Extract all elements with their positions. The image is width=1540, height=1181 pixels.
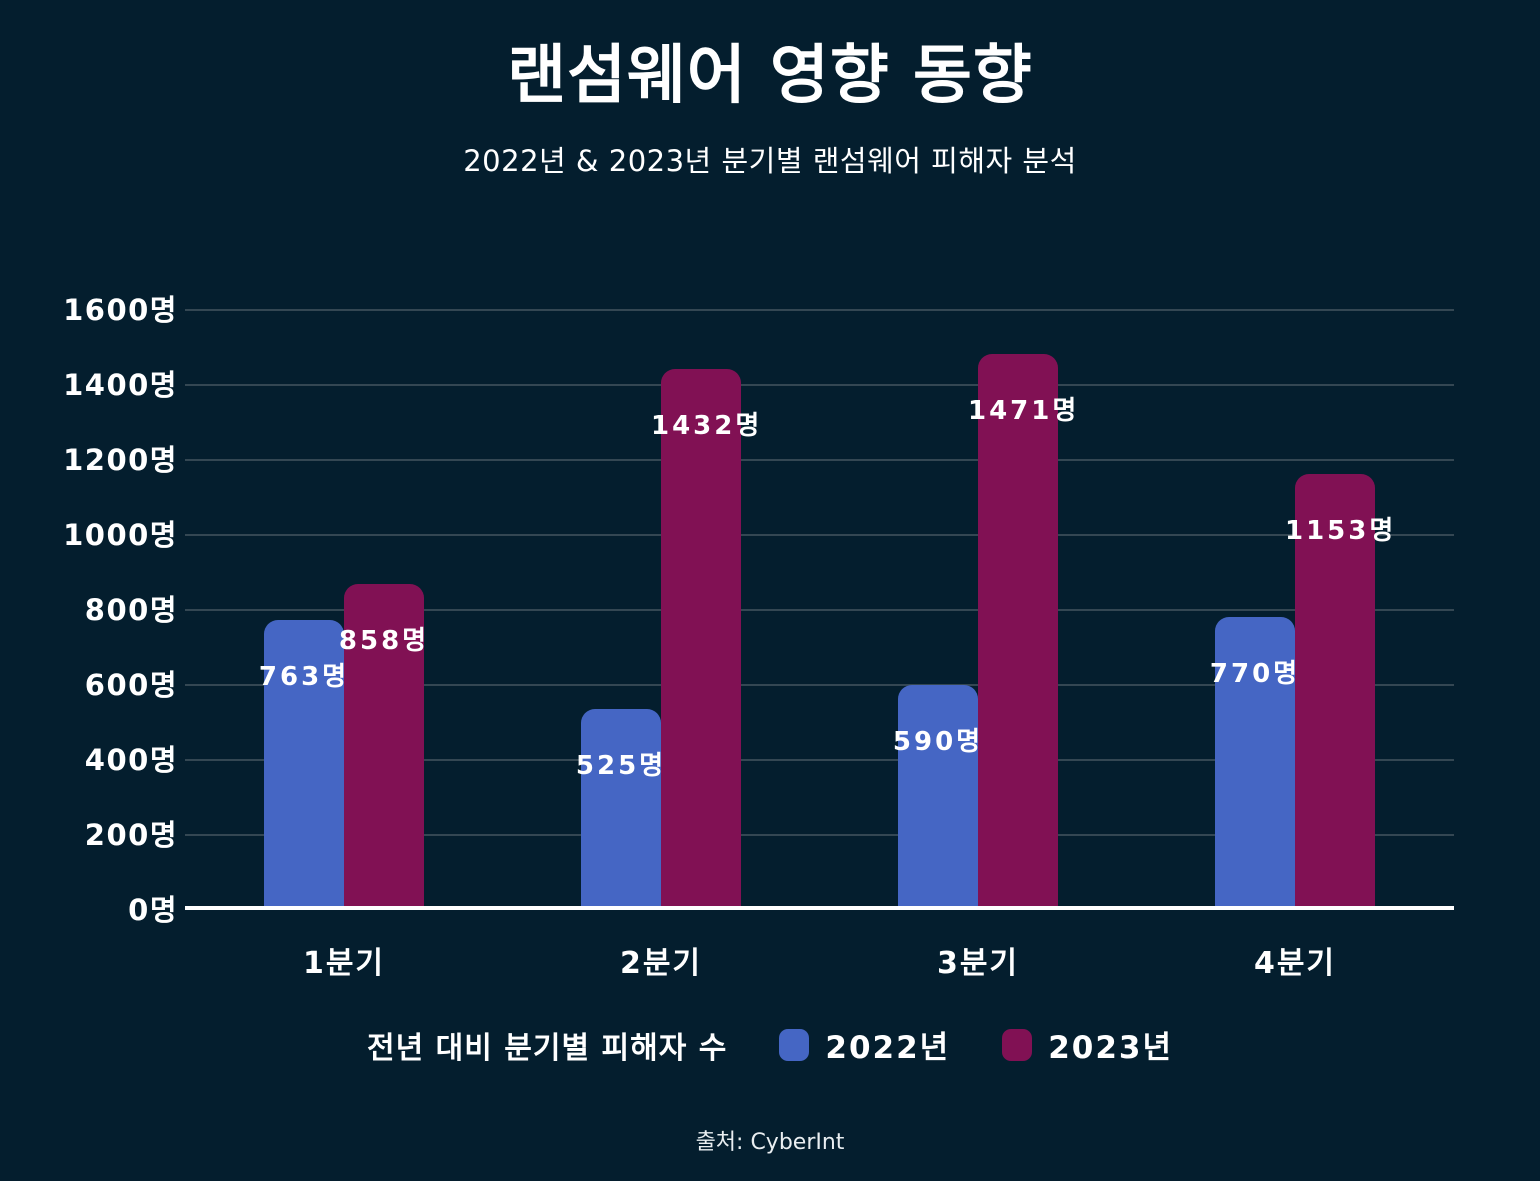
legend-item-2023: 2023년 bbox=[1002, 1022, 1173, 1067]
y-axis-tick: 1400명 bbox=[63, 368, 178, 402]
x-axis-line bbox=[185, 906, 1454, 910]
bar-value-label: 1432명 bbox=[651, 411, 763, 441]
y-axis-tick: 800명 bbox=[84, 593, 178, 627]
bar-2022-q2: 525명 bbox=[576, 709, 663, 906]
legend-item-2022-label: 2022년 bbox=[825, 1030, 951, 1066]
legend-label: 전년 대비 분기별 피해자 수 bbox=[366, 1030, 728, 1066]
bar-2023-q3: 1471명 bbox=[968, 354, 1076, 906]
bar-value-label: 1471명 bbox=[968, 396, 1080, 426]
y-axis-tick: 600명 bbox=[84, 668, 178, 702]
bar-2023-q2: 1432명 bbox=[651, 369, 759, 906]
gridline bbox=[185, 684, 1454, 686]
bar-2022-q3: 590명 bbox=[893, 685, 980, 906]
legend: 전년 대비 분기별 피해자 수 2022년 2023년 bbox=[0, 1022, 1540, 1067]
bar-value-label: 525명 bbox=[575, 751, 667, 781]
bar-value-label: 763명 bbox=[258, 662, 350, 692]
chart-title: 랜섬웨어 영향 동향 bbox=[507, 39, 1033, 113]
gridline bbox=[185, 309, 1454, 311]
y-axis-tick: 1200명 bbox=[63, 443, 178, 477]
y-axis-tick: 0명 bbox=[128, 893, 178, 927]
bar-2023-q4: 1153명 bbox=[1285, 474, 1393, 906]
bar-2022-q1: 763명 bbox=[259, 620, 346, 906]
y-axis-tick: 200명 bbox=[84, 818, 178, 852]
bar-value-label: 1153명 bbox=[1285, 516, 1397, 546]
x-axis-label-q2: 2분기 bbox=[619, 946, 703, 981]
x-axis-label-q1: 1분기 bbox=[302, 946, 386, 981]
source-note: 출처: CyberInt bbox=[695, 1130, 845, 1155]
gridline bbox=[185, 759, 1454, 761]
bar-value-label: 590명 bbox=[892, 727, 984, 757]
y-axis-tick: 400명 bbox=[84, 743, 178, 777]
legend-item-2023-label: 2023년 bbox=[1048, 1030, 1173, 1066]
bar-value-label: 770명 bbox=[1209, 659, 1301, 689]
gridline bbox=[185, 534, 1454, 536]
y-axis-labels: 0명 200명 400명 600명 800명 1000명 1200명 1400명 1600명 bbox=[0, 293, 178, 927]
bar-2023-q1: 858명 bbox=[339, 584, 426, 906]
x-axis-label-q4: 4분기 bbox=[1253, 946, 1337, 981]
legend-swatch-2022 bbox=[779, 1028, 810, 1061]
bar-2022-q4: 770명 bbox=[1210, 617, 1297, 906]
plot-area: 763명 858명 1분기 525명 1432명 2분기 590명 1471명 3분기 770명 1… bbox=[185, 309, 1454, 981]
gridline bbox=[185, 609, 1454, 611]
legend-item-2022: 2022년 bbox=[779, 1022, 950, 1067]
y-axis-tick: 1000명 bbox=[63, 518, 178, 552]
gridline bbox=[185, 384, 1454, 386]
bar-value-label: 858명 bbox=[338, 626, 430, 656]
gridline bbox=[185, 459, 1454, 461]
chart-subtitle: 2022년 & 2023년 분기별 랜섬웨어 피해자 분석 bbox=[463, 144, 1077, 178]
gridline bbox=[185, 834, 1454, 836]
legend-swatch-2023 bbox=[1002, 1028, 1033, 1061]
x-axis-label-q3: 3분기 bbox=[936, 946, 1020, 981]
y-axis-tick: 1600명 bbox=[63, 293, 178, 327]
